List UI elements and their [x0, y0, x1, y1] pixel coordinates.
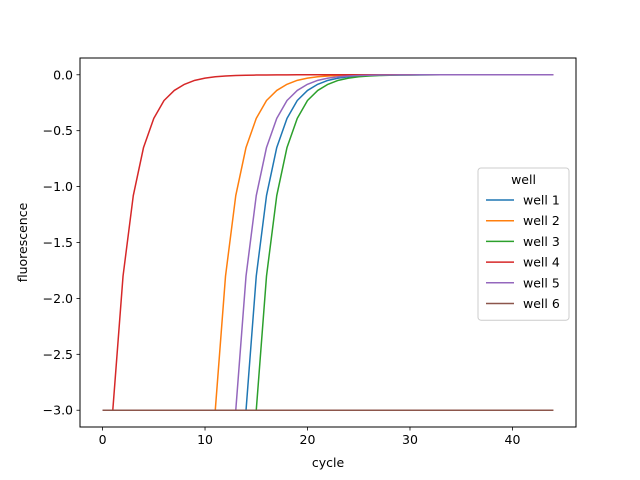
x-tick-label: 10	[197, 432, 213, 447]
legend: well well 1 well 2 well 3 well 4 well 5 well …	[477, 167, 570, 321]
y-axis: 0.0 −0.5 −1.0 −1.5 −2.0 −2.5 −3.0	[43, 67, 80, 418]
y-axis-label: fluorescence	[15, 202, 30, 282]
x-tick-label: 20	[300, 432, 316, 447]
x-axis-label: cycle	[312, 455, 345, 470]
series-layer	[102, 74, 554, 411]
y-tick-label: −2.5	[43, 347, 73, 362]
y-tick-label: −3.0	[43, 403, 73, 418]
legend-label: well 2	[523, 213, 560, 228]
x-axis: 0 10 20 30 40	[99, 427, 521, 447]
y-tick-label: −1.0	[43, 179, 73, 194]
legend-label: well 3	[523, 234, 560, 249]
x-tick-label: 0	[99, 432, 107, 447]
legend-title: well	[511, 172, 536, 187]
legend-label: well 1	[523, 193, 560, 208]
x-tick-label: 40	[505, 432, 521, 447]
legend-label: well 5	[523, 275, 560, 290]
y-tick-label: −0.5	[43, 123, 73, 138]
legend-label: well 6	[523, 296, 560, 311]
y-tick-label: −2.0	[43, 291, 73, 306]
y-tick-label: −1.5	[43, 235, 73, 250]
x-tick-label: 30	[402, 432, 418, 447]
y-tick-label: 0.0	[53, 67, 73, 82]
legend-label: well 4	[523, 255, 560, 270]
